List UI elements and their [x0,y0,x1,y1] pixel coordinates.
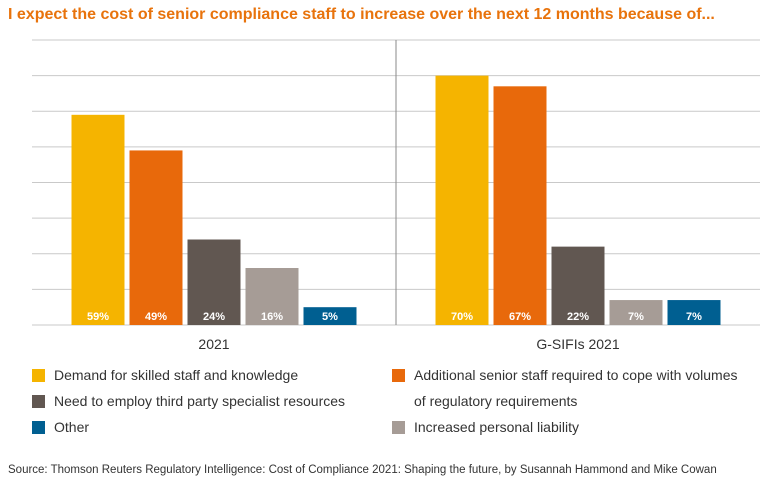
legend-item-other: Other [32,418,89,436]
bar-0-2 [187,239,241,325]
legend-item-demand: Demand for skilled staff and knowledge [32,366,298,384]
bar-value-label: 59% [87,311,109,323]
bar-chart: 59% 49% 24% 16% 5% 2021 70% 67% 22% 7% 7% G-SIFIs 2… [32,39,760,352]
legend-label-additional-line2: of regulatory requirements [414,393,578,409]
bar-value-label: 70% [451,311,473,323]
legend-label-additional: Additional senior staff required to cope… [414,366,737,410]
category-label: G-SIFIs 2021 [536,336,619,352]
legend-swatch-demand [32,369,45,382]
bar-1-4 [667,300,721,325]
bar-1-1 [493,86,547,325]
legend-swatch-liability [392,421,405,434]
legend-item-additional: Additional senior staff required to cope… [392,366,737,410]
bar-0-1 [129,150,183,325]
legend-swatch-other [32,421,45,434]
bar-1-0 [435,75,489,325]
bar-0-4 [303,307,357,325]
legend-swatch-third-party [32,395,45,408]
legend-label-other: Other [54,419,90,435]
bar-value-label: 67% [509,311,531,323]
bar-value-label: 49% [145,311,167,323]
chart-title: I expect the cost of senior compliance s… [8,6,715,23]
bar-0-3 [245,268,299,325]
legend-label-demand: Demand for skilled staff and knowledge [54,367,299,383]
bar-value-label: 7% [628,311,644,323]
bar-value-label: 7% [686,311,702,323]
bar-value-label: 16% [261,311,283,323]
legend-swatch-additional [392,369,405,382]
legend-label-additional-line1: Additional senior staff required to cope… [414,367,738,383]
bar-0-0 [71,114,125,325]
category-label: 2021 [198,336,229,352]
legend: Demand for skilled staff and knowledge N… [32,366,780,446]
bar-1-3 [609,300,663,325]
source-note: Source: Thomson Reuters Regulatory Intel… [8,464,717,476]
bar-1-2 [551,246,605,325]
bar-value-label: 22% [567,311,589,323]
bar-value-label: 5% [322,311,338,323]
legend-label-third-party: Need to employ third party specialist re… [54,393,346,409]
bar-value-label: 24% [203,311,225,323]
legend-label-liability: Increased personal liability [414,419,579,435]
legend-item-third-party: Need to employ third party specialist re… [32,392,345,410]
legend-item-liability: Increased personal liability [392,418,579,436]
